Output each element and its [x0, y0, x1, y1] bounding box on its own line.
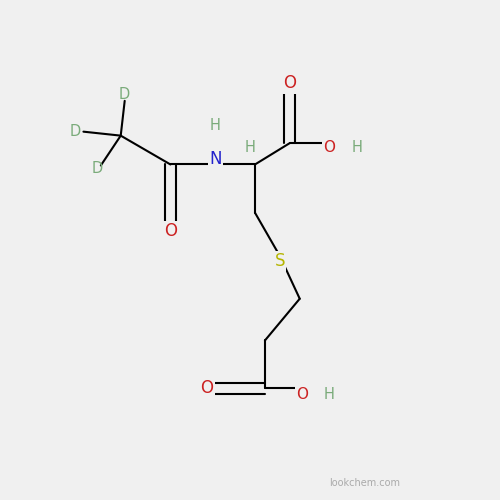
Text: O: O — [284, 74, 296, 92]
Text: H: H — [352, 140, 362, 155]
Text: H: H — [324, 386, 335, 402]
Text: S: S — [274, 252, 285, 270]
Text: H: H — [210, 118, 220, 133]
Text: N: N — [209, 150, 222, 168]
Text: D: D — [119, 87, 130, 102]
Text: O: O — [296, 386, 308, 402]
Text: D: D — [70, 124, 80, 139]
Text: D: D — [91, 162, 102, 176]
Text: O: O — [324, 140, 336, 155]
Text: O: O — [200, 379, 213, 397]
Text: lookchem.com: lookchem.com — [329, 478, 400, 488]
Text: O: O — [164, 222, 177, 240]
Text: H: H — [244, 140, 256, 155]
